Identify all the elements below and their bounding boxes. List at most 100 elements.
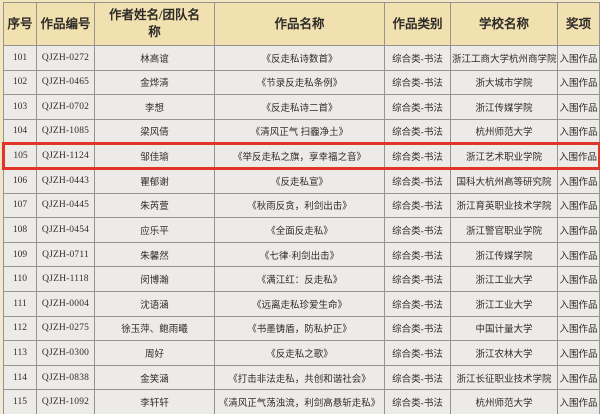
table-row-highlighted: 105 QJZH-1124 邹佳瑜 《举反走私之旗，享幸福之音》 综合类-书法 浙江艺术职… [2,142,600,170]
cell-school: 浙江传媒学院 [450,94,558,120]
cell-school: 杭州师范大学 [450,389,558,414]
table-body: 101 QJZH-0272 林高谊 《反走私诗数首》 综合类-书法 浙江工商大学杭州商学院… [2,45,600,414]
cell-author: 闵博瀚 [94,266,215,292]
cell-school: 浙江传媒学院 [450,241,558,268]
col-header-category: 作品类别 [384,2,451,46]
cell-category: 综合类-书法 [384,94,451,120]
cell-no: 105 [2,142,37,170]
cell-author: 金笑涵 [94,364,215,391]
cell-id: QJZH-0838 [36,364,95,391]
cell-author: 应乐平 [94,217,215,243]
cell-no: 110 [3,266,37,292]
cell-author: 沈语涵 [94,290,215,317]
table-row: 110 QJZH-1118 闵博瀚 《满江红：反走私》 综合类-书法 浙江工业大学 入围作品 [3,266,600,292]
table-row: 103 QJZH-0702 李想 《反走私诗二首》 综合类-书法 浙江传媒学院 入围作品 [3,94,600,120]
cell-school: 浙江警官职业学院 [450,217,558,243]
cell-category: 综合类-书法 [384,389,451,414]
cell-award: 入围作品 [557,266,600,292]
cell-author: 朱芮萱 [94,192,215,219]
cell-no: 109 [3,241,37,268]
cell-title: 《举反走私之旗，享幸福之音》 [214,142,385,170]
cell-award: 入围作品 [557,192,600,219]
cell-no: 106 [3,167,37,194]
cell-category: 综合类-书法 [384,192,451,219]
cell-category: 综合类-书法 [384,45,451,71]
cell-id: QJZH-0275 [36,315,95,342]
cell-no: 113 [3,340,37,366]
cell-id: QJZH-0445 [36,192,95,219]
cell-school: 浙江长征职业技术学院 [450,364,558,391]
cell-title: 《打击非法走私，共创和谐社会》 [214,364,385,391]
cell-no: 104 [3,118,37,145]
cell-title: 《反走私诗二首》 [214,94,385,120]
cell-category: 综合类-书法 [384,340,451,366]
cell-category: 综合类-书法 [384,266,451,292]
col-header-no: 序号 [3,2,37,46]
cell-school: 浙江艺术职业学院 [450,142,558,170]
cell-author: 林高谊 [94,45,215,71]
cell-author: 周好 [94,340,215,366]
cell-title: 《全面反走私》 [214,217,385,243]
cell-title: 《书墨铸盾，防私护正》 [214,315,385,342]
cell-category: 综合类-书法 [384,217,451,243]
cell-no: 108 [3,217,37,243]
col-header-id: 作品编号 [36,2,95,46]
cell-id: QJZH-0454 [36,217,95,243]
cell-title: 《反走私宣》 [214,167,385,194]
cell-category: 综合类-书法 [384,69,451,96]
table-row: 109 QJZH-0711 朱馨然 《七律·利剑出击》 综合类-书法 浙江传媒学院 入围作品 [3,241,600,268]
table-row: 113 QJZH-0300 周好 《反走私之歌》 综合类-书法 浙江农林大学 入围作品 [3,340,600,366]
cell-title: 《满江红：反走私》 [214,266,385,292]
cell-no: 112 [3,315,37,342]
cell-category: 综合类-书法 [384,118,451,145]
table-row: 102 QJZH-0465 金烨清 《节录反走私条例》 综合类-书法 浙大城市学院 入围作品 [3,69,600,96]
cell-award: 入围作品 [557,142,600,170]
cell-no: 102 [3,69,37,96]
cell-category: 综合类-书法 [384,241,451,268]
table-row: 106 QJZH-0443 瞿郁谢 《反走私宣》 综合类-书法 国科大杭州高等研究院 入围作… [3,167,600,194]
cell-award: 入围作品 [557,94,600,120]
cell-school: 浙江工商大学杭州商学院 [450,45,558,71]
cell-school: 浙江育英职业技术学院 [450,192,558,219]
cell-award: 入围作品 [557,241,600,268]
cell-school: 浙大城市学院 [450,69,558,96]
table-row: 112 QJZH-0275 徐玉萍、鲍雨曦 《书墨铸盾，防私护正》 综合类-书法 中国计量… [3,315,600,342]
cell-title: 《七律·利剑出击》 [214,241,385,268]
cell-no: 111 [3,290,37,317]
col-header-title: 作品名称 [214,2,385,46]
table-row: 101 QJZH-0272 林高谊 《反走私诗数首》 综合类-书法 浙江工商大学杭州商学院… [3,45,600,71]
cell-title: 《秋雨反贪，利剑出击》 [214,192,385,219]
cell-school: 杭州师范大学 [450,118,558,145]
cell-id: QJZH-0300 [36,340,95,366]
cell-title: 《远离走私珍爱生命》 [214,290,385,317]
col-header-school: 学校名称 [450,2,558,46]
cell-id: QJZH-1085 [36,118,95,145]
cell-id: QJZH-0465 [36,69,95,96]
cell-award: 入围作品 [557,315,600,342]
cell-author: 梁风倩 [94,118,215,145]
cell-title: 《反走私诗数首》 [214,45,385,71]
cell-id: QJZH-0272 [36,45,95,71]
cell-id: QJZH-1092 [36,389,95,414]
cell-school: 国科大杭州高等研究院 [450,167,558,194]
cell-author: 李想 [94,94,215,120]
cell-award: 入围作品 [557,340,600,366]
cell-award: 入围作品 [557,217,600,243]
cell-school: 浙江工业大学 [450,290,558,317]
cell-title: 《节录反走私条例》 [214,69,385,96]
cell-author: 李轩轩 [94,389,215,414]
cell-id: QJZH-0443 [36,167,95,194]
cell-school: 中国计量大学 [450,315,558,342]
cell-school: 浙江农林大学 [450,340,558,366]
cell-category: 综合类-书法 [384,142,451,170]
cell-id: QJZH-1118 [36,266,95,292]
table-row: 104 QJZH-1085 梁风倩 《清风正气 扫霾净土》 综合类-书法 杭州师范大学 入围… [3,118,600,145]
cell-id: QJZH-0004 [36,290,95,317]
table-row: 115 QJZH-1092 李轩轩 《清风正气荡浊流，利剑高悬斩走私》 综合类-书法 杭州… [3,389,600,414]
cell-title: 《清风正气 扫霾净土》 [214,118,385,145]
cell-award: 入围作品 [557,389,600,414]
cell-id: QJZH-0702 [36,94,95,120]
cell-award: 入围作品 [557,45,600,71]
col-header-award: 奖项 [557,2,600,46]
